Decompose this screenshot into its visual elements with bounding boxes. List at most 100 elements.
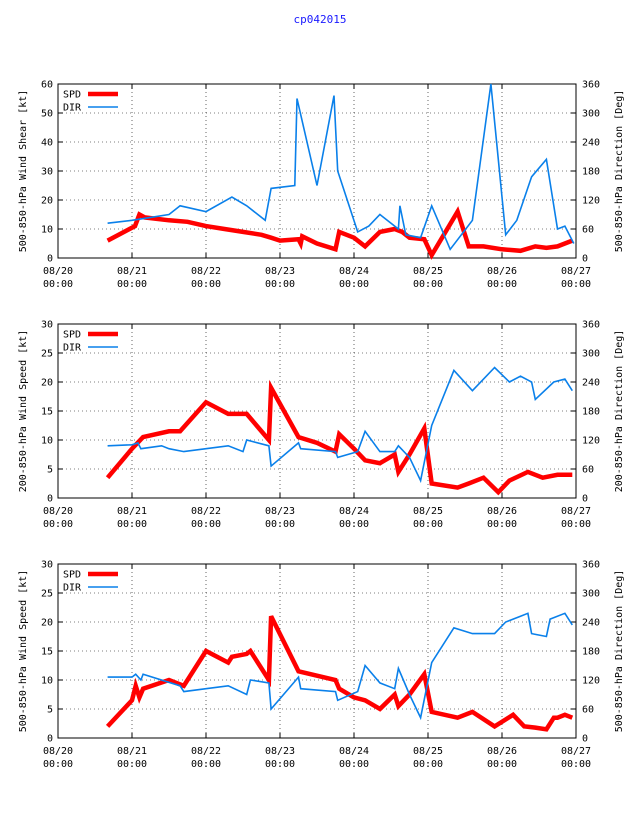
x-tick-label-date: 08/24: [339, 506, 369, 517]
y2-tick-label: 300: [582, 589, 600, 600]
x-tick-label-time: 00:00: [487, 519, 517, 530]
x-tick-label-date: 08/22: [191, 266, 221, 277]
y2-tick-label: 240: [582, 618, 600, 629]
x-tick-label-time: 00:00: [339, 279, 369, 290]
x-tick-label-time: 00:00: [43, 279, 73, 290]
y2-axis-label: 500-850-hPa Direction [Deg]: [614, 90, 625, 253]
x-tick-label-date: 08/27: [561, 266, 591, 277]
y-tick-label: 0: [47, 254, 53, 265]
y-tick-label: 15: [41, 407, 53, 418]
y-tick-label: 30: [41, 560, 53, 571]
y-tick-label: 0: [47, 734, 53, 745]
x-tick-label-time: 00:00: [487, 279, 517, 290]
y-tick-label: 25: [41, 589, 53, 600]
y2-tick-label: 120: [582, 676, 600, 687]
legend-label-dir: DIR: [63, 583, 82, 594]
y-tick-label: 40: [41, 138, 53, 149]
y-tick-label: 20: [41, 196, 53, 207]
x-tick-label-date: 08/26: [487, 506, 517, 517]
x-tick-label-time: 00:00: [43, 759, 73, 770]
y2-tick-label: 240: [582, 378, 600, 389]
y2-tick-label: 360: [582, 560, 600, 571]
y-tick-label: 60: [41, 80, 53, 91]
x-tick-label-date: 08/25: [413, 266, 443, 277]
x-tick-label-date: 08/24: [339, 266, 369, 277]
x-tick-label-date: 08/21: [117, 746, 147, 757]
y-tick-label: 50: [41, 109, 53, 120]
x-tick-label-time: 00:00: [43, 519, 73, 530]
x-tick-label-date: 08/26: [487, 746, 517, 757]
x-tick-label-time: 00:00: [339, 519, 369, 530]
y-tick-label: 10: [41, 676, 53, 687]
y-tick-label: 20: [41, 618, 53, 629]
x-tick-label-date: 08/21: [117, 506, 147, 517]
y-axis-label: 500-850-hPa Wind Speed [kt]: [18, 570, 29, 733]
x-tick-label-date: 08/24: [339, 746, 369, 757]
x-tick-label-time: 00:00: [561, 759, 591, 770]
series-line-dir: [107, 612, 573, 721]
x-tick-label-time: 00:00: [191, 279, 221, 290]
y-tick-label: 25: [41, 349, 53, 360]
x-tick-label-time: 00:00: [561, 519, 591, 530]
y-tick-label: 20: [41, 378, 53, 389]
x-tick-label-date: 08/26: [487, 266, 517, 277]
y2-tick-label: 180: [582, 167, 600, 178]
x-tick-label-time: 00:00: [339, 759, 369, 770]
y2-axis-label: 500-850-hPa Direction [Deg]: [614, 570, 625, 733]
x-tick-label-date: 08/25: [413, 746, 443, 757]
y2-tick-label: 120: [582, 196, 600, 207]
x-tick-label-date: 08/27: [561, 506, 591, 517]
x-tick-label-time: 00:00: [265, 279, 295, 290]
x-tick-label-date: 08/20: [43, 266, 73, 277]
x-tick-label-time: 00:00: [413, 759, 443, 770]
x-tick-label-date: 08/22: [191, 746, 221, 757]
y-axis-label: 500-850-hPa Wind Shear [kt]: [18, 90, 29, 253]
x-tick-label-time: 00:00: [413, 519, 443, 530]
y-tick-label: 10: [41, 436, 53, 447]
y-tick-label: 5: [47, 465, 53, 476]
x-tick-label-date: 08/23: [265, 746, 295, 757]
x-tick-label-time: 00:00: [265, 759, 295, 770]
x-tick-label-time: 00:00: [117, 279, 147, 290]
y-tick-label: 0: [47, 494, 53, 505]
y2-tick-label: 0: [582, 734, 588, 745]
chart-3: 05101520253006012018024030036008/2000:00…: [18, 560, 625, 771]
x-tick-label-time: 00:00: [191, 759, 221, 770]
y2-tick-label: 180: [582, 647, 600, 658]
x-tick-label-date: 08/21: [117, 266, 147, 277]
legend-label-spd: SPD: [63, 90, 81, 101]
x-tick-label-date: 08/22: [191, 506, 221, 517]
series-line-dir: [107, 83, 575, 251]
y-tick-label: 10: [41, 225, 53, 236]
y2-tick-label: 60: [582, 465, 594, 476]
series-line-dir: [107, 366, 573, 484]
series-line-spd: [105, 615, 574, 732]
y2-tick-label: 360: [582, 320, 600, 331]
y-tick-label: 15: [41, 647, 53, 658]
series-line-spd: [106, 206, 574, 260]
y2-tick-label: 240: [582, 138, 600, 149]
legend-label-spd: SPD: [63, 330, 81, 341]
y2-tick-label: 60: [582, 225, 594, 236]
legend-label-dir: DIR: [63, 103, 82, 114]
y-tick-label: 30: [41, 167, 53, 178]
x-tick-label-date: 08/20: [43, 506, 73, 517]
x-tick-label-date: 08/27: [561, 746, 591, 757]
y2-tick-label: 0: [582, 254, 588, 265]
page-title: cp042015: [293, 13, 347, 26]
y-tick-label: 5: [47, 705, 53, 716]
x-tick-label-time: 00:00: [191, 519, 221, 530]
y2-tick-label: 300: [582, 349, 600, 360]
x-tick-label-time: 00:00: [117, 759, 147, 770]
series-line-spd: [105, 379, 573, 496]
y2-tick-label: 60: [582, 705, 594, 716]
chart-1: 0 10 20 30 40 50 60 0 60 120 180 240 300 360 08/20 00:0…: [18, 80, 625, 291]
x-tick-label-date: 08/25: [413, 506, 443, 517]
x-tick-label-date: 08/20: [43, 746, 73, 757]
legend-label-spd: SPD: [63, 570, 81, 581]
chart-2: 05101520253006012018024030036008/2000:00…: [18, 320, 625, 531]
y-tick-label: 30: [41, 320, 53, 331]
x-tick-label-date: 08/23: [265, 266, 295, 277]
